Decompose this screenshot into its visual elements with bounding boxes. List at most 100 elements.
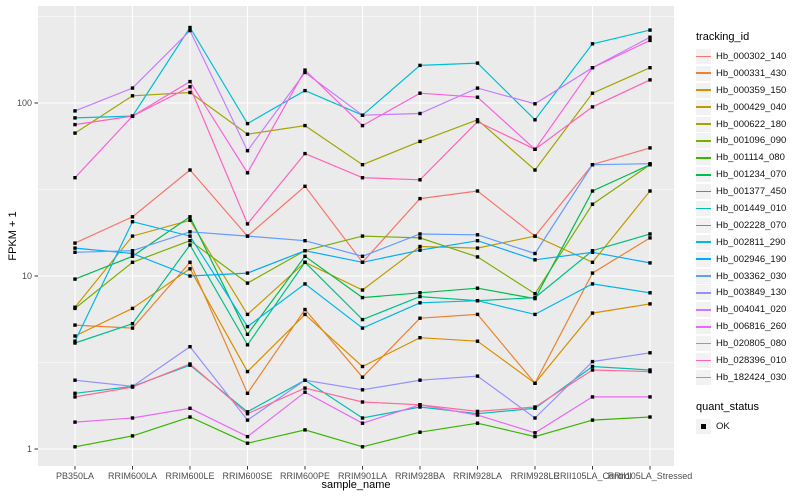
data-point bbox=[188, 28, 192, 33]
data-point bbox=[590, 311, 595, 315]
data-point bbox=[475, 120, 480, 124]
legend-item-label: Hb_001377_450 bbox=[716, 186, 787, 198]
legend-item-label: Hb_003849_130 bbox=[716, 287, 787, 299]
data-point bbox=[303, 151, 307, 156]
data-point bbox=[73, 246, 77, 250]
data-point bbox=[533, 102, 537, 106]
legend-key-swatch bbox=[696, 200, 711, 216]
legend-line-icon bbox=[696, 325, 711, 328]
data-point bbox=[73, 339, 77, 343]
legend-item: Hb_002811_290 bbox=[696, 234, 800, 251]
data-point bbox=[360, 295, 365, 300]
legend-item: Hb_020805_080 bbox=[696, 335, 800, 352]
data-point bbox=[303, 312, 307, 317]
data-point bbox=[418, 244, 422, 249]
data-point bbox=[418, 232, 422, 236]
data-point bbox=[360, 234, 365, 238]
data-point bbox=[245, 343, 250, 347]
data-point bbox=[188, 234, 192, 238]
data-point bbox=[418, 316, 422, 320]
legend-item: Hb_001449_010 bbox=[696, 200, 800, 217]
data-point bbox=[303, 282, 307, 286]
data-point bbox=[130, 234, 135, 238]
legend-key-swatch bbox=[696, 268, 711, 284]
data-point bbox=[475, 86, 480, 90]
data-point bbox=[303, 428, 307, 432]
legend-quant-status: quant_status OK bbox=[696, 400, 800, 435]
data-point bbox=[73, 241, 77, 245]
legend2-key-swatch bbox=[696, 418, 711, 434]
data-point bbox=[648, 35, 652, 39]
legend-item-label: Hb_006816_260 bbox=[716, 321, 787, 333]
data-point bbox=[590, 163, 595, 167]
data-point bbox=[475, 374, 480, 378]
data-point bbox=[188, 90, 192, 95]
data-point bbox=[245, 171, 250, 175]
data-point bbox=[648, 232, 652, 236]
data-point bbox=[245, 410, 250, 414]
data-point bbox=[590, 368, 595, 372]
data-point bbox=[130, 385, 135, 389]
legend-item-label: Hb_001234_070 bbox=[716, 169, 787, 181]
data-point bbox=[130, 260, 135, 264]
data-point bbox=[245, 149, 250, 153]
legend-item: Hb_001096_090 bbox=[696, 132, 800, 149]
data-point bbox=[590, 418, 595, 422]
data-point bbox=[475, 61, 480, 65]
x-tick-label: RRIM600LA bbox=[108, 471, 157, 481]
data-point bbox=[73, 391, 77, 395]
data-point bbox=[245, 412, 250, 416]
data-point bbox=[418, 301, 422, 305]
legend-item-label: Hb_001096_090 bbox=[716, 135, 787, 147]
data-point bbox=[360, 388, 365, 392]
x-tick-label: RRIM600PE bbox=[280, 471, 330, 481]
data-point bbox=[418, 236, 422, 240]
data-point bbox=[418, 196, 422, 201]
x-tick-label: RRIM928BA bbox=[395, 471, 445, 481]
x-tick-label: RRIM928LA bbox=[453, 471, 502, 481]
data-point bbox=[130, 249, 135, 253]
data-point bbox=[648, 162, 652, 166]
data-point bbox=[245, 332, 250, 336]
data-point bbox=[245, 222, 250, 226]
data-point bbox=[188, 243, 192, 247]
data-point bbox=[188, 362, 192, 366]
data-point bbox=[130, 251, 135, 256]
data-point bbox=[648, 28, 652, 32]
data-point bbox=[648, 78, 652, 82]
legend-item-label: Hb_000359_150 bbox=[716, 84, 787, 96]
data-point bbox=[418, 336, 422, 340]
legend-key-swatch bbox=[696, 217, 711, 233]
data-point bbox=[418, 111, 422, 116]
data-point bbox=[188, 79, 192, 84]
data-point bbox=[418, 378, 422, 382]
data-point bbox=[303, 88, 307, 93]
data-point bbox=[188, 25, 192, 30]
data-point bbox=[303, 123, 307, 128]
legend-item-list: Hb_000302_140 Hb_000331_430 Hb_000359_150 H… bbox=[696, 48, 800, 386]
legend-key-swatch bbox=[696, 99, 711, 115]
data-point bbox=[245, 418, 250, 422]
legend-key-swatch bbox=[696, 65, 711, 81]
legend-line-icon bbox=[696, 89, 711, 92]
data-point bbox=[590, 105, 595, 109]
data-point bbox=[533, 234, 537, 238]
data-point bbox=[360, 364, 365, 369]
data-point bbox=[648, 351, 652, 355]
data-point bbox=[188, 230, 192, 234]
legend-line-icon bbox=[696, 224, 711, 227]
data-point bbox=[533, 312, 537, 317]
legend-item: Hb_182424_030 bbox=[696, 369, 800, 386]
x-tick-label: PB350LA bbox=[56, 471, 94, 481]
legend-key-swatch bbox=[696, 369, 711, 385]
data-point bbox=[73, 122, 77, 127]
data-point bbox=[303, 249, 307, 253]
legend-line-icon bbox=[696, 106, 711, 108]
data-point bbox=[245, 132, 250, 136]
data-point bbox=[590, 271, 595, 275]
data-point bbox=[533, 251, 537, 256]
data-point bbox=[188, 415, 192, 419]
data-point bbox=[590, 91, 595, 95]
legend-line-icon bbox=[696, 156, 711, 159]
data-point bbox=[73, 378, 77, 382]
